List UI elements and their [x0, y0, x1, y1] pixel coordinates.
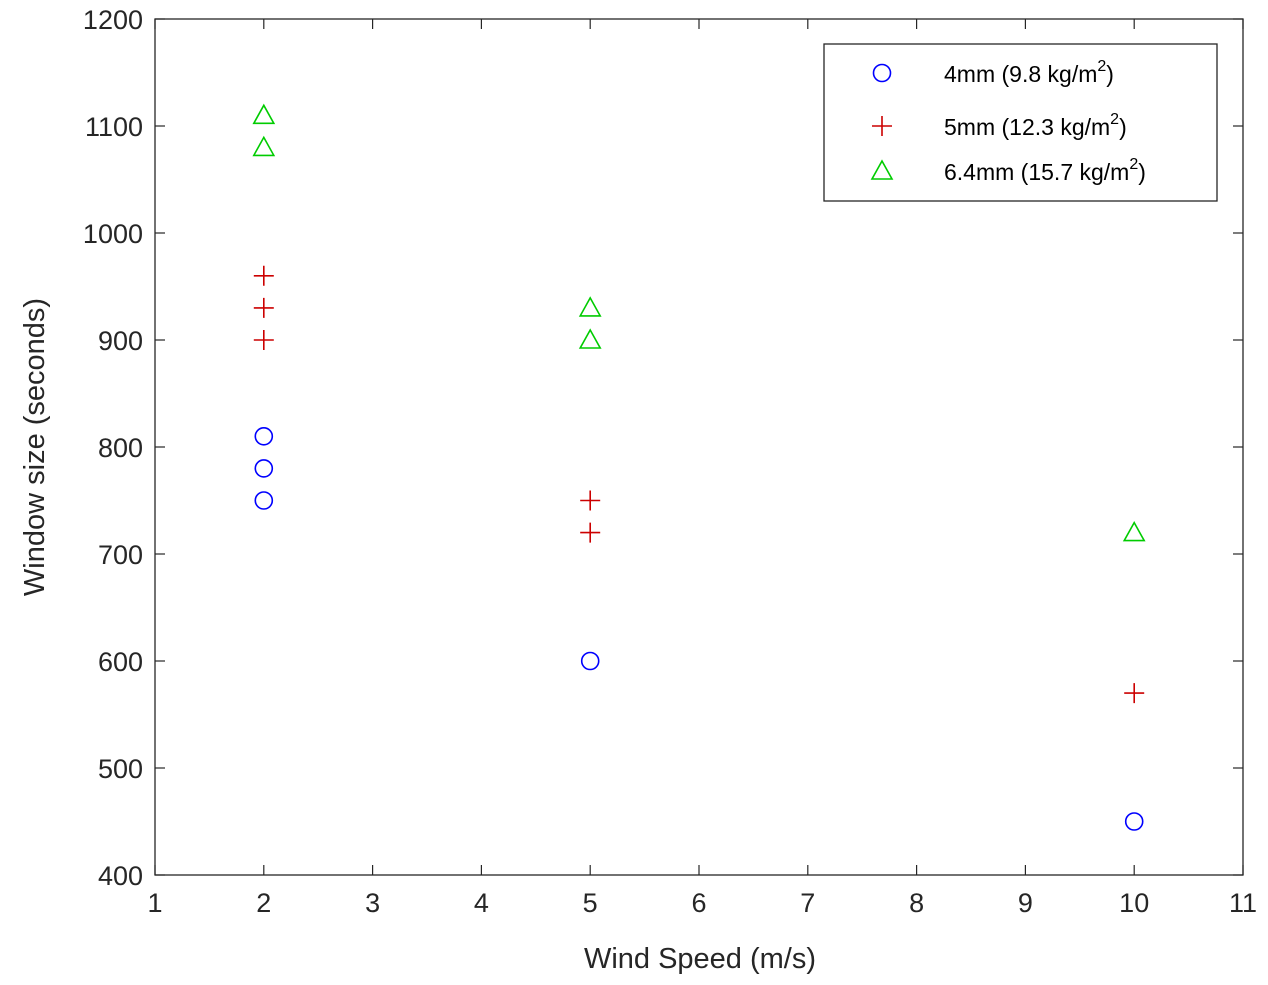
y-tick-label: 400 [98, 861, 143, 891]
x-tick-label: 3 [365, 888, 380, 918]
y-tick-label: 1200 [83, 5, 143, 35]
data-point [252, 135, 276, 157]
legend-label-superscript: 2 [1097, 58, 1106, 75]
x-tick-label: 1 [147, 888, 162, 918]
y-tick-label: 700 [98, 540, 143, 570]
legend-label: 5mm (12.3 kg/m2) [944, 111, 1127, 140]
x-tick-label: 5 [583, 888, 598, 918]
data-points [252, 103, 1146, 831]
series-2 [253, 265, 1145, 704]
x-tick-label: 7 [800, 888, 815, 918]
data-point [1124, 812, 1144, 831]
data-point [578, 296, 602, 317]
x-tick-label: 11 [1229, 888, 1257, 918]
y-axis-label: Window size (seconds) [19, 298, 51, 596]
legend-entry: 4mm (9.8 kg/m2) [872, 58, 1114, 87]
data-point [578, 328, 602, 349]
series-1 [254, 426, 1144, 831]
data-point [580, 490, 601, 511]
data-point [254, 459, 274, 478]
x-axis-label: Wind Speed (m/s) [584, 943, 816, 975]
x-tick-label: 6 [691, 888, 706, 918]
x-tick-label: 4 [474, 888, 489, 918]
data-point [254, 426, 274, 446]
y-tick-label: 600 [98, 647, 143, 677]
data-point [253, 265, 274, 286]
legend-entry: 6.4mm (15.7 kg/m2) [870, 156, 1146, 185]
legend-label: 4mm (9.8 kg/m2) [944, 58, 1114, 87]
y-tick-label: 1100 [85, 112, 143, 142]
legend-marker [870, 159, 894, 180]
legend: 4mm (9.8 kg/m2)5mm (12.3 kg/m2)6.4mm (15… [823, 43, 1218, 202]
data-point [253, 330, 274, 350]
x-tick-label: 10 [1119, 888, 1149, 918]
legend-marker [872, 116, 892, 136]
data-point [580, 651, 600, 671]
data-point [1124, 683, 1145, 704]
data-point [253, 297, 274, 318]
legend-label-tail: ) [1138, 159, 1146, 185]
y-tick-label: 900 [98, 326, 143, 356]
y-tick-label: 500 [98, 754, 143, 784]
legend-entry: 5mm (12.3 kg/m2) [872, 111, 1127, 140]
legend-label: 6.4mm (15.7 kg/m2) [944, 156, 1146, 185]
legend-label-main: 4mm (9.8 kg/m [944, 61, 1097, 87]
data-point [252, 103, 276, 125]
legend-label-tail: ) [1106, 61, 1114, 87]
data-point [580, 522, 601, 543]
legend-label-superscript: 2 [1129, 156, 1138, 173]
x-tick-label: 9 [1018, 888, 1033, 918]
legend-label-main: 6.4mm (15.7 kg/m [944, 159, 1129, 185]
series-3 [252, 103, 1146, 542]
x-tick-label: 2 [256, 888, 271, 918]
legend-marker [872, 63, 892, 83]
y-tick-label: 800 [98, 433, 143, 463]
legend-label-tail: ) [1119, 114, 1127, 140]
data-point [1122, 520, 1146, 542]
legend-label-superscript: 2 [1110, 111, 1119, 128]
y-tick-label: 1000 [83, 219, 143, 249]
x-tick-label: 8 [909, 888, 924, 918]
legend-label-main: 5mm (12.3 kg/m [944, 114, 1110, 140]
data-point [254, 491, 274, 510]
